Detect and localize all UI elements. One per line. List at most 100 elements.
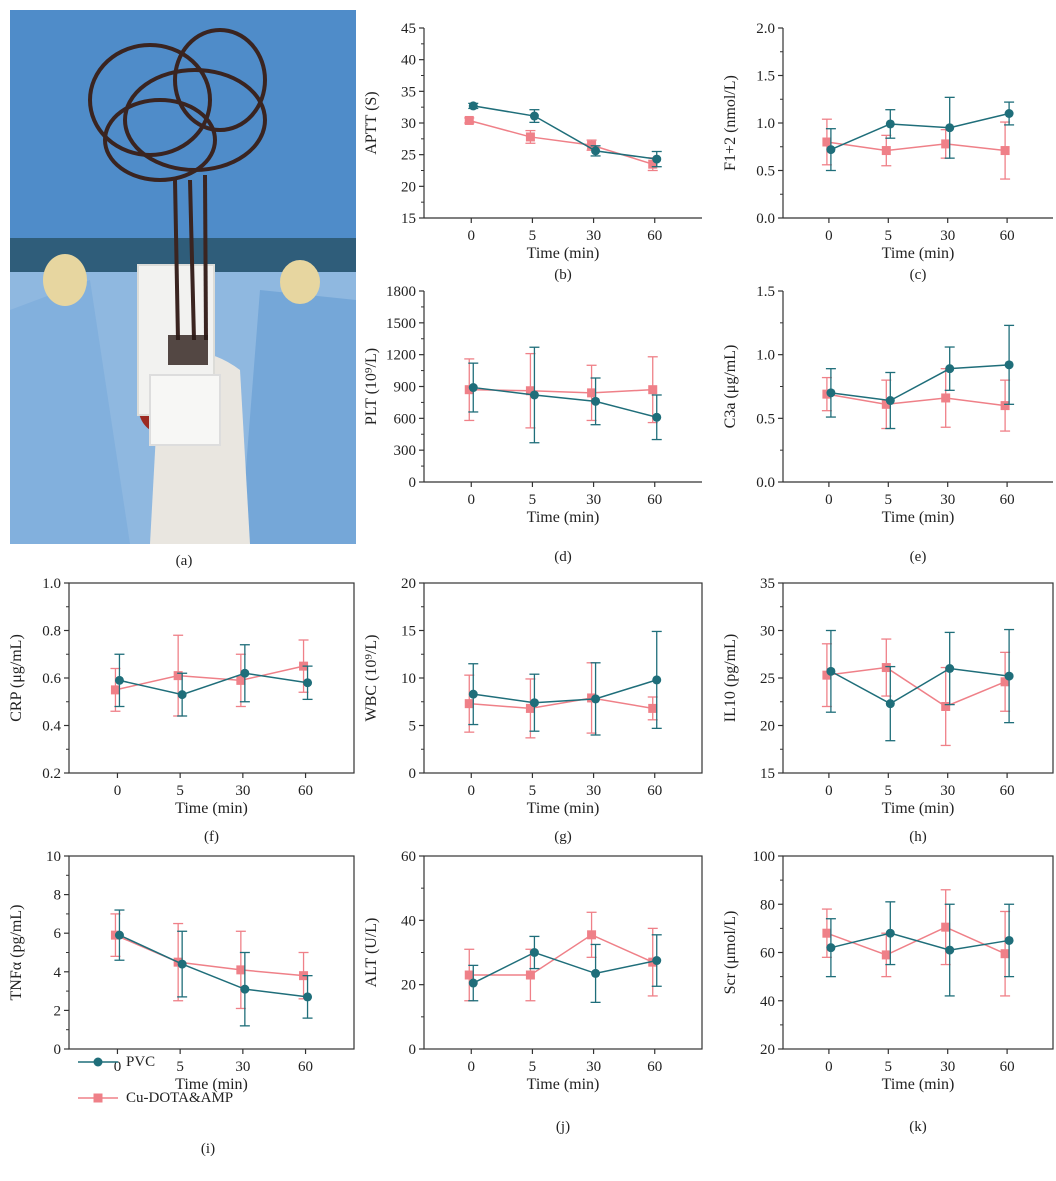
chart-h-xlabel: Time (min) bbox=[882, 800, 955, 817]
chart-b-xtick-label: 30 bbox=[586, 228, 601, 244]
chart-j-ytick-label: 40 bbox=[401, 913, 416, 929]
chart-f-xtick-label: 60 bbox=[298, 783, 313, 799]
chart-b-point-cu bbox=[464, 115, 474, 125]
chart-d-point-pvc bbox=[468, 383, 478, 393]
chart-e-point-cu bbox=[941, 393, 951, 403]
chart-j-xtick-label: 60 bbox=[647, 1059, 662, 1075]
chart-d-ytick-label: 1800 bbox=[386, 284, 416, 300]
chart-j-xtick-label: 30 bbox=[586, 1059, 601, 1075]
chart-e-ytick-label: 0.0 bbox=[756, 475, 775, 491]
chart-d-xtick-label: 5 bbox=[529, 492, 537, 508]
chart-c-ytick-label: 1.5 bbox=[756, 69, 775, 85]
chart-i-ylabel: TNFα (pg/mL) bbox=[8, 905, 25, 1001]
chart-c-xlabel: Time (min) bbox=[882, 245, 955, 262]
chart-g-ytick-label: 15 bbox=[401, 624, 416, 640]
chart-b-ytick-label: 45 bbox=[401, 21, 416, 37]
chart-j-xtick-label: 5 bbox=[529, 1059, 537, 1075]
chart-h-point-cu bbox=[941, 702, 951, 711]
chart-i-ytick-label: 0 bbox=[54, 1042, 62, 1058]
chart-f-xlabel: Time (min) bbox=[175, 800, 248, 817]
chart-d-ytick-label: 600 bbox=[394, 411, 417, 427]
chart-f-ytick-label: 0.2 bbox=[42, 766, 61, 782]
chart-f-series-cu-line bbox=[115, 665, 304, 691]
chart-h-series-cu-line bbox=[826, 666, 1006, 708]
chart-k-xtick-label: 5 bbox=[885, 1059, 893, 1075]
chart-i-frame bbox=[68, 855, 355, 1050]
chart-j-ytick-label: 0 bbox=[409, 1042, 417, 1058]
chart-h-panel-label: (h) bbox=[909, 829, 927, 845]
chart-j-point-cu bbox=[464, 970, 474, 980]
chart-k-xtick-label: 0 bbox=[825, 1059, 833, 1075]
chart-d-point-cu bbox=[648, 385, 658, 395]
chart-k-point-cu bbox=[941, 922, 951, 932]
chart-k-point-pvc bbox=[1004, 935, 1014, 945]
chart-k-xlabel: Time (min) bbox=[882, 1076, 955, 1093]
chart-f-point-pvc bbox=[240, 668, 250, 678]
chart-k-ytick-label: 60 bbox=[760, 946, 775, 962]
chart-d-xtick-label: 30 bbox=[586, 492, 601, 508]
chart-e-point-cu bbox=[881, 399, 891, 409]
chart-g-xtick-label: 5 bbox=[529, 783, 537, 799]
chart-i-point-pvc bbox=[177, 959, 187, 969]
chart-d-point-cu bbox=[587, 388, 597, 398]
chart-b-panel-label: (b) bbox=[554, 267, 572, 283]
chart-f-xtick-label: 30 bbox=[235, 783, 250, 799]
chart-k-point-cu bbox=[1000, 949, 1010, 959]
chart-b-ytick-label: 40 bbox=[401, 53, 416, 69]
legend-item-cu: Cu-DOTA&AMP bbox=[78, 1086, 233, 1110]
chart-h-xtick-label: 5 bbox=[885, 783, 893, 799]
chart-e-point-pvc bbox=[945, 364, 955, 374]
chart-b-ytick-label: 35 bbox=[401, 84, 416, 100]
chart-c-series-pvc-line bbox=[830, 112, 1010, 151]
chart-c-xtick-label: 60 bbox=[1000, 228, 1015, 244]
chart-d-ytick-label: 300 bbox=[394, 443, 417, 459]
chart-c-ytick-label: 0.5 bbox=[756, 164, 775, 180]
chart-d-point-pvc bbox=[652, 412, 662, 422]
chart-f-ylabel: CRP (μg/mL) bbox=[8, 634, 25, 722]
chart-e-ytick-label: 1.5 bbox=[756, 284, 775, 300]
legend-symbol-cu bbox=[78, 1091, 118, 1105]
chart-b-point-pvc bbox=[652, 154, 662, 164]
chart-h-xtick-label: 0 bbox=[825, 783, 833, 799]
chart-b-xtick-label: 60 bbox=[647, 228, 662, 244]
chart-f-xtick-label: 0 bbox=[114, 783, 122, 799]
chart-c-panel-label: (c) bbox=[910, 267, 927, 283]
chart-j-point-pvc bbox=[652, 956, 662, 966]
chart-h-xtick-label: 30 bbox=[940, 783, 955, 799]
chart-i-series-cu-line bbox=[115, 934, 304, 977]
chart-g-ylabel: WBC (10⁹/L) bbox=[363, 635, 380, 722]
chart-c-point-pvc bbox=[826, 145, 836, 155]
panel-label-a: (a) bbox=[175, 553, 193, 569]
chart-j-xtick-label: 0 bbox=[468, 1059, 476, 1075]
chart-i-ytick-label: 4 bbox=[54, 965, 62, 981]
chart-e-point-pvc bbox=[826, 388, 836, 398]
chart-f-xtick-label: 5 bbox=[176, 783, 184, 799]
chart-d-series-pvc-line bbox=[473, 386, 657, 418]
chart-b-xlabel: Time (min) bbox=[527, 245, 600, 262]
chart-c-point-pvc bbox=[945, 123, 955, 133]
chart-e-xtick-label: 0 bbox=[825, 492, 833, 508]
legend: PVC Cu-DOTA&AMP bbox=[78, 1050, 233, 1122]
chart-e-xtick-label: 5 bbox=[885, 492, 893, 508]
chart-k-frame bbox=[782, 855, 1054, 1050]
chart-i-ytick-label: 2 bbox=[54, 1003, 62, 1019]
chart-c-ylabel: F1+2 (nmol/L) bbox=[722, 75, 739, 171]
chart-f-point-pvc bbox=[303, 678, 313, 688]
chart-h-ytick-label: 25 bbox=[760, 671, 775, 687]
chart-f-ytick-label: 0.4 bbox=[42, 719, 61, 735]
chart-h-ytick-label: 15 bbox=[760, 766, 775, 782]
chart-e-series-pvc-line bbox=[830, 364, 1010, 402]
chart-i-point-pvc bbox=[303, 992, 313, 1002]
chart-i-xtick-label: 30 bbox=[235, 1059, 250, 1075]
chart-g-xtick-label: 0 bbox=[468, 783, 476, 799]
chart-h-point-pvc bbox=[945, 664, 955, 673]
chart-f-point-cu bbox=[236, 675, 246, 685]
chart-f-panel-label: (f) bbox=[204, 829, 219, 845]
chart-g-point-pvc bbox=[652, 675, 662, 685]
chart-h-point-cu bbox=[822, 670, 832, 680]
legend-label-cu: Cu-DOTA&AMP bbox=[126, 1089, 234, 1106]
chart-g-point-cu bbox=[525, 703, 535, 713]
chart-g-xlabel: Time (min) bbox=[527, 800, 600, 817]
chart-g-ytick-label: 0 bbox=[409, 766, 417, 782]
chart-c-series-cu-line bbox=[826, 141, 1006, 152]
